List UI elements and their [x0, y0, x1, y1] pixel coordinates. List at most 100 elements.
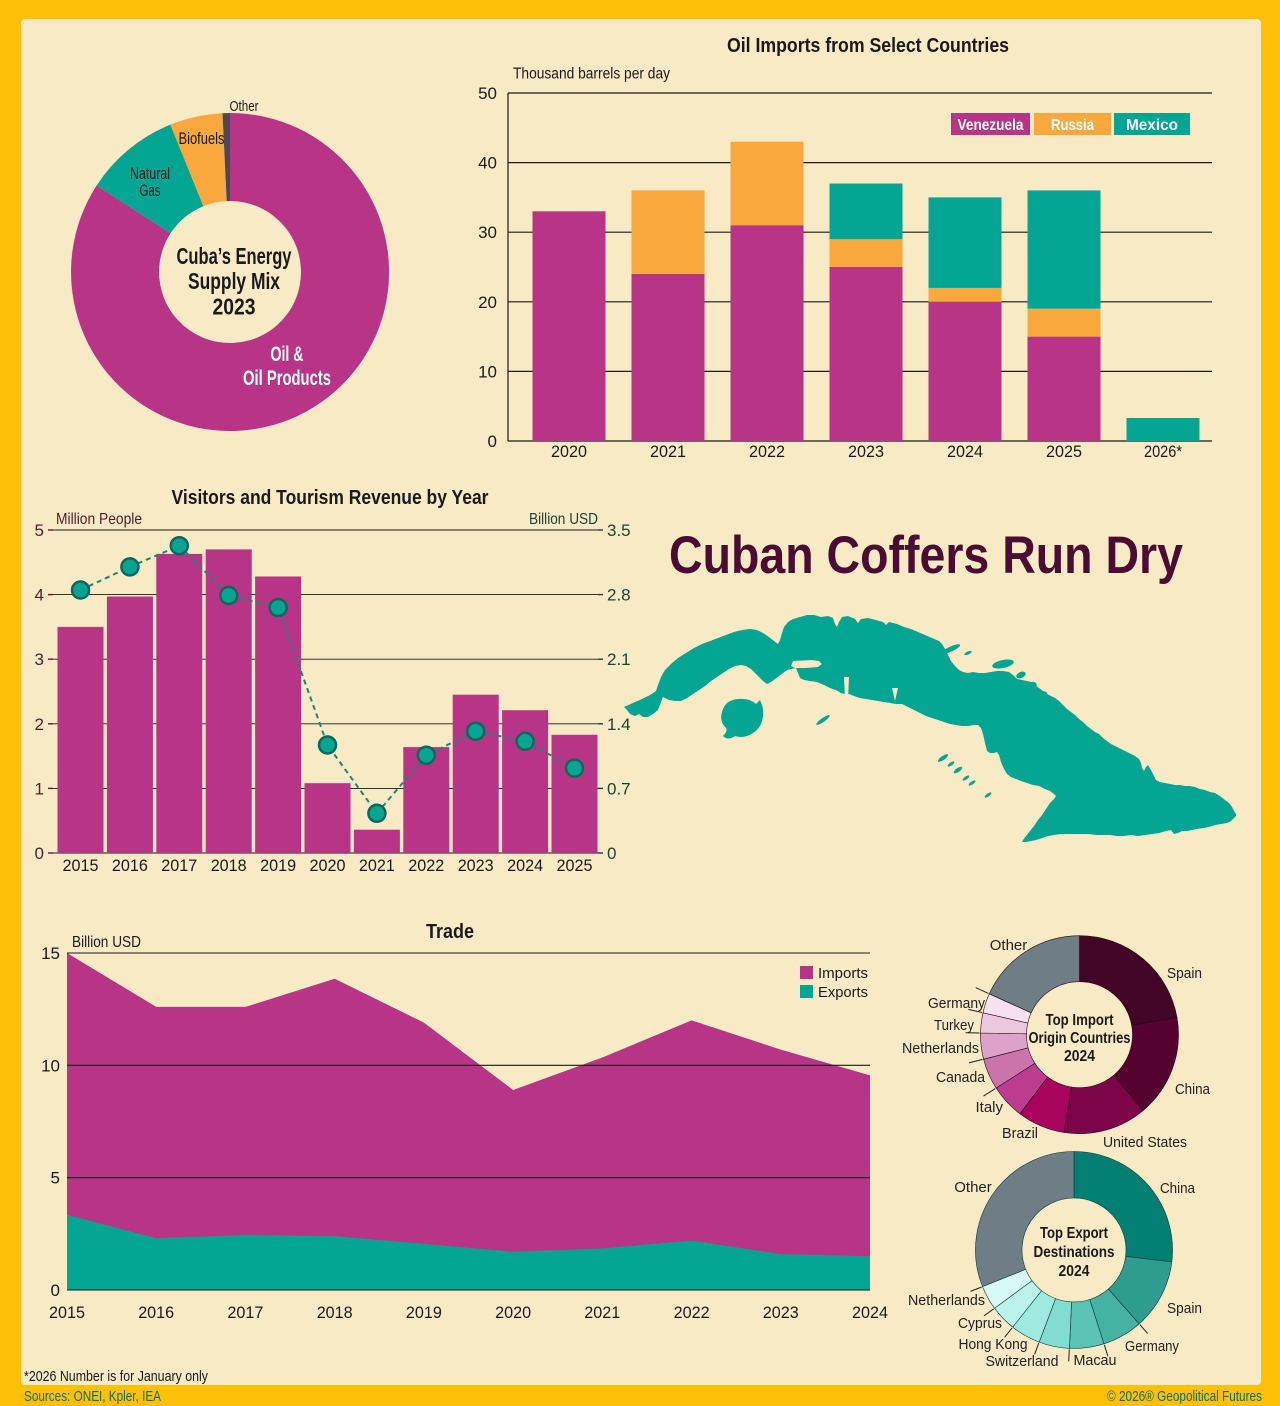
- svg-text:Trade: Trade: [426, 921, 474, 943]
- svg-text:0: 0: [51, 1281, 60, 1300]
- svg-text:Gas: Gas: [140, 182, 161, 200]
- svg-text:Imports: Imports: [818, 965, 868, 982]
- svg-text:Top Export: Top Export: [1040, 1225, 1109, 1242]
- svg-text:2021: 2021: [584, 1304, 620, 1322]
- svg-text:5: 5: [51, 1169, 60, 1188]
- svg-text:Exports: Exports: [818, 984, 868, 1001]
- svg-text:Italy: Italy: [975, 1099, 1003, 1116]
- svg-text:Billion USD: Billion USD: [529, 511, 598, 528]
- svg-text:Destinations: Destinations: [1034, 1244, 1115, 1261]
- svg-text:Spain: Spain: [1167, 1300, 1202, 1317]
- svg-text:2017: 2017: [161, 857, 197, 875]
- svg-text:Oil &: Oil &: [271, 343, 304, 366]
- svg-text:Cuban Coffers Run Dry: Cuban Coffers Run Dry: [669, 526, 1183, 585]
- svg-text:Netherlands: Netherlands: [908, 1292, 985, 1309]
- svg-text:2022: 2022: [408, 857, 444, 875]
- svg-text:1.4: 1.4: [607, 715, 631, 734]
- svg-text:4: 4: [35, 586, 44, 605]
- svg-text:2021: 2021: [359, 857, 395, 875]
- svg-text:Cyprus: Cyprus: [958, 1315, 1002, 1332]
- svg-text:2021: 2021: [650, 443, 686, 461]
- svg-text:2026*: 2026*: [1144, 443, 1182, 461]
- svg-text:Visitors and Tourism Revenue b: Visitors and Tourism Revenue by Year: [172, 487, 489, 509]
- svg-text:3: 3: [35, 650, 44, 669]
- svg-text:2022: 2022: [749, 443, 785, 461]
- svg-text:Oil Imports from Select Countr: Oil Imports from Select Countries: [727, 35, 1009, 57]
- svg-text:Spain: Spain: [1167, 965, 1202, 982]
- svg-text:Netherlands: Netherlands: [902, 1040, 979, 1057]
- svg-text:10: 10: [41, 1056, 60, 1075]
- svg-text:50: 50: [478, 84, 497, 103]
- svg-text:Germany: Germany: [1125, 1338, 1179, 1355]
- svg-text:Sources: ONEI, Kpler, IEA: Sources: ONEI, Kpler, IEA: [24, 1388, 161, 1405]
- svg-text:*2026 Number is for January on: *2026 Number is for January only: [24, 1368, 208, 1385]
- svg-text:2025: 2025: [1046, 443, 1082, 461]
- svg-text:30: 30: [478, 223, 497, 242]
- svg-text:Canada: Canada: [936, 1069, 986, 1086]
- svg-text:2015: 2015: [63, 857, 99, 875]
- svg-text:2024: 2024: [1059, 1263, 1090, 1280]
- svg-text:2018: 2018: [211, 857, 247, 875]
- svg-text:China: China: [1175, 1081, 1211, 1098]
- svg-text:2025: 2025: [557, 857, 593, 875]
- svg-text:Mexico: Mexico: [1126, 117, 1178, 134]
- svg-text:0: 0: [607, 844, 616, 863]
- svg-text:2017: 2017: [227, 1304, 263, 1322]
- svg-text:Supply Mix: Supply Mix: [188, 268, 280, 294]
- svg-text:2019: 2019: [406, 1304, 442, 1322]
- svg-text:2016: 2016: [138, 1304, 174, 1322]
- svg-text:2024: 2024: [1064, 1048, 1095, 1065]
- svg-text:Switzerland: Switzerland: [986, 1353, 1059, 1370]
- svg-text:Million People: Million People: [56, 511, 142, 528]
- svg-text:Turkey: Turkey: [934, 1017, 974, 1034]
- svg-text:2020: 2020: [310, 857, 346, 875]
- svg-text:2024: 2024: [507, 857, 543, 875]
- svg-text:2024: 2024: [947, 443, 983, 461]
- svg-text:Biofuels: Biofuels: [179, 130, 225, 148]
- svg-text:China: China: [1160, 1180, 1196, 1197]
- svg-text:2020: 2020: [495, 1304, 531, 1322]
- svg-text:Thousand barrels per day: Thousand barrels per day: [513, 66, 670, 83]
- svg-text:0: 0: [488, 432, 497, 451]
- svg-text:40: 40: [478, 154, 497, 173]
- svg-text:Venezuela: Venezuela: [958, 117, 1024, 134]
- svg-text:Top Import: Top Import: [1046, 1012, 1115, 1029]
- svg-text:Natural: Natural: [130, 165, 170, 183]
- svg-text:2019: 2019: [260, 857, 296, 875]
- svg-text:2018: 2018: [317, 1304, 353, 1322]
- svg-text:0.7: 0.7: [607, 779, 631, 798]
- svg-text:1: 1: [35, 779, 44, 798]
- svg-text:Origin Countries: Origin Countries: [1029, 1030, 1131, 1047]
- svg-text:2024: 2024: [852, 1304, 888, 1322]
- svg-text:Other: Other: [990, 937, 1028, 954]
- svg-text:Hong Kong: Hong Kong: [959, 1336, 1028, 1353]
- svg-text:3.5: 3.5: [607, 521, 631, 540]
- svg-text:Oil Products: Oil Products: [243, 367, 331, 390]
- svg-text:2023: 2023: [458, 857, 494, 875]
- svg-text:2.1: 2.1: [607, 650, 631, 669]
- svg-text:15: 15: [41, 944, 60, 963]
- svg-text:© 2026® Geopolitical Futures: © 2026® Geopolitical Futures: [1107, 1388, 1262, 1405]
- svg-text:20: 20: [478, 293, 497, 312]
- svg-text:2016: 2016: [112, 857, 148, 875]
- svg-text:2.8: 2.8: [607, 586, 631, 605]
- svg-text:Other: Other: [230, 98, 259, 115]
- svg-text:10: 10: [478, 362, 497, 381]
- svg-text:Brazil: Brazil: [1002, 1125, 1038, 1142]
- svg-text:2015: 2015: [49, 1304, 85, 1322]
- svg-text:Billion USD: Billion USD: [72, 934, 141, 951]
- svg-text:Cuba’s Energy: Cuba’s Energy: [177, 243, 292, 269]
- svg-text:Macau: Macau: [1074, 1352, 1117, 1369]
- svg-text:2023: 2023: [763, 1304, 799, 1322]
- svg-text:2020: 2020: [551, 443, 587, 461]
- svg-text:Other: Other: [954, 1179, 992, 1196]
- svg-text:Russia: Russia: [1051, 117, 1094, 134]
- svg-text:0: 0: [35, 844, 44, 863]
- svg-text:2022: 2022: [674, 1304, 710, 1322]
- svg-text:2023: 2023: [848, 443, 884, 461]
- svg-text:2023: 2023: [213, 294, 256, 320]
- svg-text:Germany: Germany: [928, 995, 985, 1012]
- svg-text:2: 2: [35, 715, 44, 734]
- svg-text:United States: United States: [1103, 1134, 1187, 1151]
- svg-text:5: 5: [35, 521, 44, 540]
